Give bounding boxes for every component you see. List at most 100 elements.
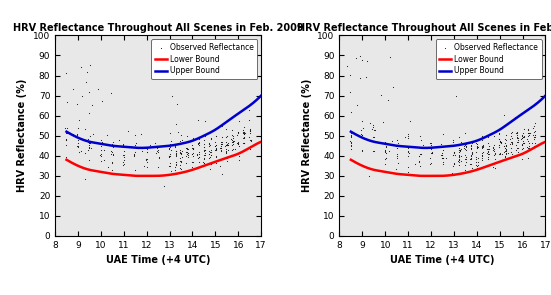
Observed Reflectance: [131, 141, 140, 146]
Observed Reflectance: [365, 121, 374, 125]
Observed Reflectance: [211, 140, 220, 144]
Observed Reflectance: [189, 147, 198, 152]
Observed Reflectance: [193, 153, 202, 158]
Observed Reflectance: [210, 148, 219, 153]
Observed Reflectance: [513, 134, 522, 139]
Observed Reflectance: [485, 144, 494, 149]
Observed Reflectance: [216, 157, 225, 161]
Observed Reflectance: [212, 143, 220, 148]
Observed Reflectance: [494, 130, 503, 135]
Observed Reflectance: [206, 149, 215, 154]
Observed Reflectance: [500, 150, 509, 154]
Observed Reflectance: [530, 124, 538, 128]
Observed Reflectance: [75, 150, 84, 155]
Observed Reflectance: [182, 150, 191, 154]
Observed Reflectance: [405, 151, 414, 156]
Observed Reflectance: [509, 154, 518, 159]
Observed Reflectance: [84, 148, 93, 152]
Observed Reflectance: [212, 133, 221, 138]
Observed Reflectance: [85, 143, 94, 148]
Observed Reflectance: [207, 153, 215, 158]
Observed Reflectance: [246, 139, 255, 144]
Observed Reflectance: [388, 85, 397, 89]
Observed Reflectance: [370, 128, 379, 133]
Observed Reflectance: [517, 137, 526, 142]
Observed Reflectance: [107, 168, 116, 172]
Observed Reflectance: [496, 140, 505, 145]
Observed Reflectance: [200, 145, 209, 150]
Observed Reflectance: [204, 141, 213, 146]
Observed Reflectance: [88, 132, 97, 136]
Observed Reflectance: [204, 155, 213, 160]
Observed Reflectance: [61, 138, 70, 143]
Observed Reflectance: [217, 124, 226, 128]
Observed Reflectance: [494, 142, 503, 147]
Observed Reflectance: [130, 143, 139, 148]
Observed Reflectance: [506, 145, 515, 150]
Observed Reflectance: [217, 140, 226, 145]
Observed Reflectance: [182, 151, 191, 156]
Observed Reflectance: [507, 139, 516, 144]
Observed Reflectance: [210, 143, 219, 148]
Observed Reflectance: [357, 148, 366, 153]
Observed Reflectance: [513, 130, 522, 135]
Observed Reflectance: [501, 133, 510, 138]
Observed Reflectance: [171, 122, 180, 127]
Upper Bound: [183, 141, 190, 144]
Observed Reflectance: [188, 146, 197, 150]
Observed Reflectance: [468, 150, 477, 155]
Observed Reflectance: [496, 139, 505, 144]
Observed Reflectance: [455, 163, 463, 168]
Observed Reflectance: [381, 150, 390, 155]
Observed Reflectance: [426, 162, 435, 167]
Observed Reflectance: [484, 151, 493, 156]
Observed Reflectance: [83, 70, 91, 74]
Observed Reflectance: [153, 165, 162, 170]
Observed Reflectance: [477, 145, 486, 150]
Observed Reflectance: [512, 139, 521, 144]
Observed Reflectance: [347, 139, 356, 144]
Observed Reflectance: [154, 149, 163, 154]
Observed Reflectance: [491, 150, 500, 155]
Observed Reflectance: [416, 152, 425, 156]
Observed Reflectance: [416, 163, 425, 168]
Observed Reflectance: [199, 145, 208, 150]
Observed Reflectance: [234, 130, 242, 135]
Observed Reflectance: [484, 147, 493, 152]
Observed Reflectance: [404, 132, 413, 137]
Observed Reflectance: [130, 154, 139, 158]
Observed Reflectance: [454, 158, 463, 162]
Observed Reflectance: [358, 134, 367, 139]
Observed Reflectance: [153, 144, 162, 148]
Observed Reflectance: [477, 158, 486, 163]
Observed Reflectance: [517, 134, 526, 138]
Observed Reflectance: [346, 138, 355, 143]
Observed Reflectance: [531, 132, 539, 137]
Observed Reflectance: [229, 139, 237, 143]
Observed Reflectance: [205, 152, 214, 157]
Observed Reflectance: [512, 131, 521, 136]
Observed Reflectance: [176, 151, 185, 155]
Observed Reflectance: [415, 134, 424, 138]
Observed Reflectance: [462, 155, 471, 160]
Lower Bound: [258, 140, 264, 143]
Observed Reflectance: [427, 141, 436, 146]
Observed Reflectance: [234, 130, 243, 135]
Observed Reflectance: [118, 162, 127, 167]
Observed Reflectance: [495, 136, 504, 141]
Observed Reflectance: [176, 162, 185, 167]
Observed Reflectance: [507, 135, 516, 140]
Observed Reflectance: [234, 119, 243, 124]
Observed Reflectance: [472, 149, 480, 154]
Observed Reflectance: [369, 148, 377, 153]
Observed Reflectance: [193, 136, 202, 141]
Observed Reflectance: [201, 134, 209, 139]
Observed Reflectance: [466, 156, 475, 160]
Observed Reflectance: [381, 149, 390, 153]
Lower Bound: [525, 149, 531, 153]
Observed Reflectance: [217, 141, 226, 146]
Observed Reflectance: [188, 151, 197, 155]
Observed Reflectance: [222, 126, 230, 131]
Observed Reflectance: [414, 153, 423, 158]
Observed Reflectance: [518, 139, 527, 144]
